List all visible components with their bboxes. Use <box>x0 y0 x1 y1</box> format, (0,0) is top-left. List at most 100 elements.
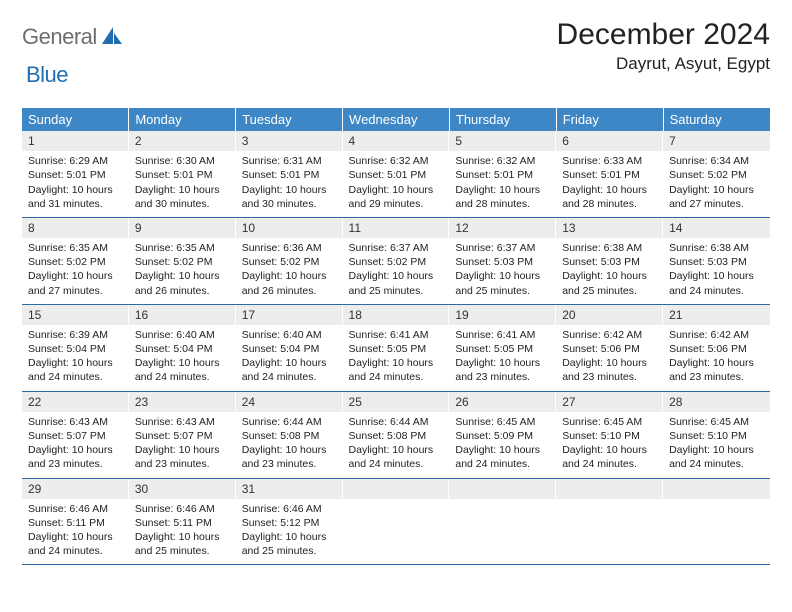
sunset-line: Sunset: 5:01 PM <box>455 168 550 182</box>
sunrise-line: Sunrise: 6:29 AM <box>28 154 123 168</box>
sunrise-line: Sunrise: 6:45 AM <box>562 415 657 429</box>
day-body: Sunrise: 6:38 AMSunset: 5:03 PMDaylight:… <box>663 238 770 304</box>
sunrise-line: Sunrise: 6:31 AM <box>242 154 337 168</box>
day-number: 12 <box>449 218 556 238</box>
day-body: Sunrise: 6:46 AMSunset: 5:12 PMDaylight:… <box>236 499 343 565</box>
sunset-line: Sunset: 5:06 PM <box>562 342 657 356</box>
calendar-day-cell: 13Sunrise: 6:38 AMSunset: 5:03 PMDayligh… <box>556 217 663 304</box>
sunrise-line: Sunrise: 6:43 AM <box>135 415 230 429</box>
day-body: Sunrise: 6:42 AMSunset: 5:06 PMDaylight:… <box>556 325 663 391</box>
sunset-line: Sunset: 5:09 PM <box>455 429 550 443</box>
daylight-line: Daylight: 10 hours and 24 minutes. <box>28 356 123 384</box>
day-body: Sunrise: 6:46 AMSunset: 5:11 PMDaylight:… <box>129 499 236 565</box>
sunset-line: Sunset: 5:01 PM <box>562 168 657 182</box>
sunrise-line: Sunrise: 6:32 AM <box>455 154 550 168</box>
calendar-week-row: 1Sunrise: 6:29 AMSunset: 5:01 PMDaylight… <box>22 131 770 217</box>
sunset-line: Sunset: 5:12 PM <box>242 516 337 530</box>
calendar-day-cell: 24Sunrise: 6:44 AMSunset: 5:08 PMDayligh… <box>236 391 343 478</box>
calendar-day-cell <box>449 478 556 565</box>
day-number: 20 <box>556 305 663 325</box>
day-number: 24 <box>236 392 343 412</box>
sunset-line: Sunset: 5:02 PM <box>28 255 123 269</box>
day-number: 9 <box>129 218 236 238</box>
daylight-line: Daylight: 10 hours and 24 minutes. <box>28 530 123 558</box>
day-body: Sunrise: 6:40 AMSunset: 5:04 PMDaylight:… <box>236 325 343 391</box>
sunrise-line: Sunrise: 6:37 AM <box>455 241 550 255</box>
day-number: 25 <box>343 392 450 412</box>
day-body: Sunrise: 6:34 AMSunset: 5:02 PMDaylight:… <box>663 151 770 217</box>
sunset-line: Sunset: 5:06 PM <box>669 342 764 356</box>
daylight-line: Daylight: 10 hours and 28 minutes. <box>455 183 550 211</box>
calendar-day-cell: 22Sunrise: 6:43 AMSunset: 5:07 PMDayligh… <box>22 391 129 478</box>
daylight-line: Daylight: 10 hours and 29 minutes. <box>349 183 444 211</box>
sunset-line: Sunset: 5:01 PM <box>242 168 337 182</box>
daylight-line: Daylight: 10 hours and 24 minutes. <box>669 443 764 471</box>
day-body: Sunrise: 6:33 AMSunset: 5:01 PMDaylight:… <box>556 151 663 217</box>
sunrise-line: Sunrise: 6:43 AM <box>28 415 123 429</box>
day-number: 28 <box>663 392 770 412</box>
sunrise-line: Sunrise: 6:44 AM <box>242 415 337 429</box>
day-body: Sunrise: 6:32 AMSunset: 5:01 PMDaylight:… <box>343 151 450 217</box>
day-number: 22 <box>22 392 129 412</box>
daylight-line: Daylight: 10 hours and 31 minutes. <box>28 183 123 211</box>
weekday-header-row: Sunday Monday Tuesday Wednesday Thursday… <box>22 108 770 131</box>
calendar-day-cell: 12Sunrise: 6:37 AMSunset: 5:03 PMDayligh… <box>449 217 556 304</box>
sunrise-line: Sunrise: 6:46 AM <box>242 502 337 516</box>
daylight-line: Daylight: 10 hours and 25 minutes. <box>349 269 444 297</box>
day-body: Sunrise: 6:45 AMSunset: 5:10 PMDaylight:… <box>663 412 770 478</box>
calendar-day-cell: 14Sunrise: 6:38 AMSunset: 5:03 PMDayligh… <box>663 217 770 304</box>
sunrise-line: Sunrise: 6:34 AM <box>669 154 764 168</box>
sunset-line: Sunset: 5:10 PM <box>669 429 764 443</box>
calendar-day-cell: 29Sunrise: 6:46 AMSunset: 5:11 PMDayligh… <box>22 478 129 565</box>
day-body: Sunrise: 6:35 AMSunset: 5:02 PMDaylight:… <box>22 238 129 304</box>
sunrise-line: Sunrise: 6:41 AM <box>349 328 444 342</box>
weekday-header: Friday <box>556 108 663 131</box>
sunrise-line: Sunrise: 6:45 AM <box>669 415 764 429</box>
calendar-day-cell: 28Sunrise: 6:45 AMSunset: 5:10 PMDayligh… <box>663 391 770 478</box>
day-body: Sunrise: 6:45 AMSunset: 5:10 PMDaylight:… <box>556 412 663 478</box>
day-number: 29 <box>22 479 129 499</box>
calendar-day-cell: 4Sunrise: 6:32 AMSunset: 5:01 PMDaylight… <box>343 131 450 217</box>
day-body: Sunrise: 6:36 AMSunset: 5:02 PMDaylight:… <box>236 238 343 304</box>
day-body: Sunrise: 6:40 AMSunset: 5:04 PMDaylight:… <box>129 325 236 391</box>
sunset-line: Sunset: 5:02 PM <box>349 255 444 269</box>
day-body: Sunrise: 6:43 AMSunset: 5:07 PMDaylight:… <box>129 412 236 478</box>
sunset-line: Sunset: 5:08 PM <box>349 429 444 443</box>
daylight-line: Daylight: 10 hours and 24 minutes. <box>349 356 444 384</box>
day-body: Sunrise: 6:41 AMSunset: 5:05 PMDaylight:… <box>449 325 556 391</box>
sunset-line: Sunset: 5:02 PM <box>242 255 337 269</box>
weekday-header: Sunday <box>22 108 129 131</box>
day-body: Sunrise: 6:30 AMSunset: 5:01 PMDaylight:… <box>129 151 236 217</box>
daylight-line: Daylight: 10 hours and 25 minutes. <box>242 530 337 558</box>
sunrise-line: Sunrise: 6:40 AM <box>242 328 337 342</box>
day-number: 5 <box>449 131 556 151</box>
sunset-line: Sunset: 5:08 PM <box>242 429 337 443</box>
weekday-header: Saturday <box>663 108 770 131</box>
sunset-line: Sunset: 5:03 PM <box>562 255 657 269</box>
day-body <box>449 499 556 561</box>
day-number: 23 <box>129 392 236 412</box>
daylight-line: Daylight: 10 hours and 23 minutes. <box>669 356 764 384</box>
calendar-day-cell <box>663 478 770 565</box>
daylight-line: Daylight: 10 hours and 24 minutes. <box>669 269 764 297</box>
day-body: Sunrise: 6:29 AMSunset: 5:01 PMDaylight:… <box>22 151 129 217</box>
sunrise-line: Sunrise: 6:33 AM <box>562 154 657 168</box>
sunrise-line: Sunrise: 6:39 AM <box>28 328 123 342</box>
daylight-line: Daylight: 10 hours and 24 minutes. <box>242 356 337 384</box>
day-number: 3 <box>236 131 343 151</box>
daylight-line: Daylight: 10 hours and 25 minutes. <box>455 269 550 297</box>
day-number: 15 <box>22 305 129 325</box>
day-number: 10 <box>236 218 343 238</box>
calendar-day-cell: 20Sunrise: 6:42 AMSunset: 5:06 PMDayligh… <box>556 304 663 391</box>
calendar-day-cell: 19Sunrise: 6:41 AMSunset: 5:05 PMDayligh… <box>449 304 556 391</box>
day-number: 7 <box>663 131 770 151</box>
day-number: 2 <box>129 131 236 151</box>
day-body: Sunrise: 6:45 AMSunset: 5:09 PMDaylight:… <box>449 412 556 478</box>
daylight-line: Daylight: 10 hours and 23 minutes. <box>135 443 230 471</box>
sunrise-line: Sunrise: 6:35 AM <box>28 241 123 255</box>
calendar-page: General December 2024 Dayrut, Asyut, Egy… <box>0 0 792 583</box>
sunrise-line: Sunrise: 6:41 AM <box>455 328 550 342</box>
day-body <box>663 499 770 561</box>
calendar-day-cell: 18Sunrise: 6:41 AMSunset: 5:05 PMDayligh… <box>343 304 450 391</box>
sunrise-line: Sunrise: 6:45 AM <box>455 415 550 429</box>
